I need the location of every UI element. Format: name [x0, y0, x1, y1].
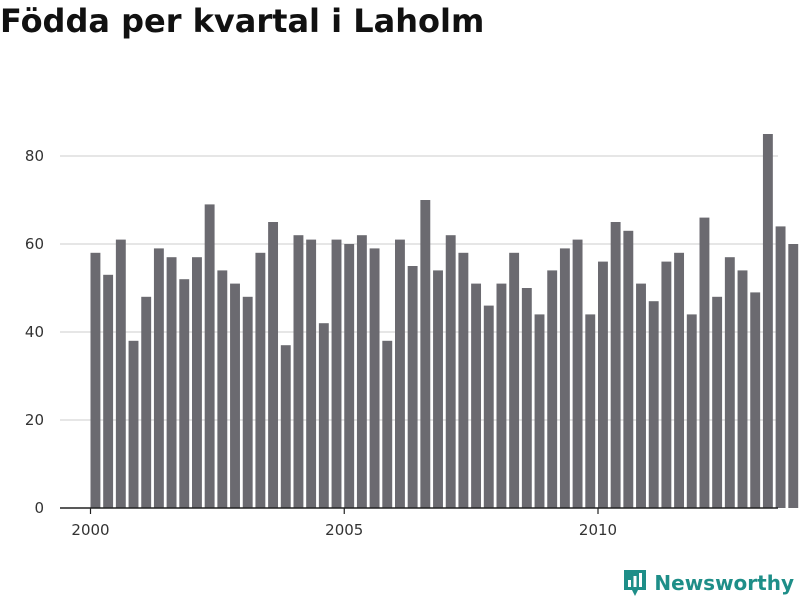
bar: [724, 257, 735, 508]
bar: [128, 340, 139, 508]
bar: [318, 323, 329, 508]
bar: [90, 252, 101, 508]
y-tick-label: 0: [34, 499, 44, 517]
bar: [750, 292, 761, 508]
bar: [103, 274, 114, 508]
x-tick-label: 2000: [71, 521, 109, 539]
bar: [420, 200, 431, 508]
bar: [141, 296, 152, 508]
bar: [255, 252, 266, 508]
bar: [788, 244, 799, 508]
brand-logo: Newsworthy: [622, 568, 794, 598]
bar: [179, 279, 190, 508]
bar: [115, 239, 126, 508]
bar: [445, 235, 456, 508]
bar: [572, 239, 583, 508]
bar: [407, 266, 418, 508]
bar: [230, 283, 240, 508]
x-axis-ticks: 200020052010201520202025: [71, 508, 617, 539]
bar: [382, 340, 393, 508]
bar: [204, 204, 215, 508]
bar: [534, 314, 545, 508]
bar: [648, 301, 659, 508]
bar: [192, 257, 202, 508]
bar: [610, 222, 621, 508]
bar: [521, 288, 532, 508]
x-tick-label: 2005: [325, 521, 363, 539]
bar: [356, 235, 367, 508]
y-axis-ticks: 0 20 40 60 80: [25, 147, 44, 517]
y-tick-label: 40: [25, 323, 44, 341]
bar: [661, 261, 672, 508]
bar: [217, 270, 228, 508]
bar: [268, 222, 279, 508]
bar: [433, 270, 443, 508]
bar: [686, 314, 697, 508]
bar: [775, 226, 786, 508]
bar: [585, 314, 596, 508]
bar: [496, 283, 507, 508]
bar: [369, 248, 380, 508]
bar: [623, 230, 634, 509]
bar: [636, 283, 646, 508]
bar: [306, 239, 317, 508]
bar: [737, 270, 748, 508]
bar: [598, 261, 608, 508]
bar: [458, 252, 469, 508]
bar: [344, 244, 355, 508]
y-tick-label: 20: [25, 411, 44, 429]
bar: [509, 252, 520, 508]
bar: [280, 345, 291, 508]
brand-name: Newsworthy: [654, 571, 794, 595]
chart-title: Födda per kvartal i Laholm: [0, 2, 485, 40]
bar: [166, 257, 177, 508]
bar: [674, 252, 685, 508]
bar: [153, 248, 164, 508]
bar: [471, 283, 482, 508]
newsworthy-logo-icon: [624, 570, 647, 596]
bars: [90, 134, 799, 509]
bar: [395, 239, 405, 508]
bar: [699, 217, 710, 508]
bar: [331, 239, 342, 508]
bar: [293, 235, 304, 508]
bar: [547, 270, 558, 508]
y-tick-label: 80: [25, 147, 44, 165]
bar: [762, 134, 773, 508]
bar: [559, 248, 570, 508]
bar: [242, 296, 253, 508]
x-tick-label: 2010: [579, 521, 617, 539]
bar: [483, 305, 494, 508]
y-tick-label: 60: [25, 235, 44, 253]
bar: [712, 296, 723, 508]
